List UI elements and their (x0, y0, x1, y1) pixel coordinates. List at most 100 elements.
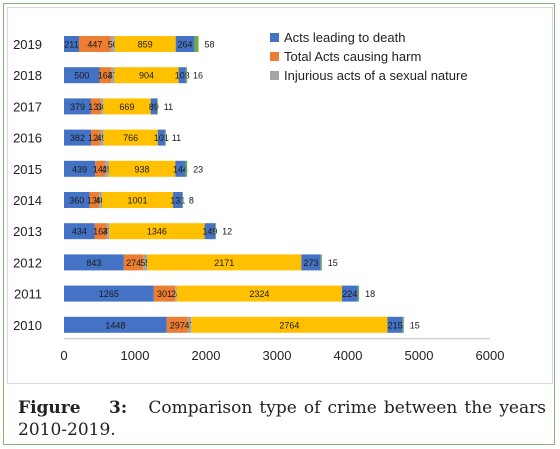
bar-segment-2012-3 (147, 254, 302, 271)
bar-segment-2014-1 (89, 192, 100, 208)
bar-segment-2017-2 (100, 98, 104, 115)
bar-segment-2015-5 (185, 160, 188, 177)
bar-segment-2019-3 (114, 36, 176, 52)
data-label-2012-3: 2171 (214, 258, 234, 268)
x-tick-label-2000: 2000 (192, 348, 221, 363)
bar-segment-2010-4 (387, 316, 403, 333)
bar-segment-2010-2 (187, 316, 192, 333)
category-label-2012: 2012 (13, 255, 42, 270)
category-label-2011: 2011 (14, 287, 42, 302)
category-label-2016: 2016 (13, 131, 42, 146)
bar-segment-2016-3 (103, 129, 158, 146)
bar-segment-2018-3 (114, 67, 179, 84)
data-label-2010-1: 297 (170, 320, 185, 330)
figure-label: Figure (18, 398, 81, 418)
bar-segment-2017-5 (157, 98, 158, 115)
data-label-2016-0: 382 (70, 133, 85, 143)
category-label-2013: 2013 (13, 224, 42, 239)
data-label-2016-4: 101 (154, 133, 169, 143)
data-label-2013-0: 434 (72, 227, 87, 237)
data-label-2019-2: 56 (108, 40, 118, 50)
data-label-2011-0: 1265 (99, 289, 119, 299)
bar-segment-2019-0 (64, 36, 79, 52)
bar-segment-2015-0 (64, 160, 96, 177)
bar-segment-2019-1 (78, 36, 111, 52)
category-label-2010: 2010 (13, 318, 42, 333)
bar-segment-2018-0 (64, 67, 100, 84)
bar-segment-2018-5 (185, 67, 188, 84)
data-label-2015-5: 23 (193, 164, 203, 174)
data-label-2017-5: 11 (164, 102, 173, 112)
x-tick-label-5000: 5000 (405, 348, 434, 363)
data-label-2019-0: 211 (64, 40, 78, 50)
bar-segment-2019-4 (175, 36, 195, 52)
data-label-2011-3: 2324 (249, 289, 269, 299)
x-tick-label-3000: 3000 (263, 348, 292, 363)
data-label-2019-4: 264 (178, 40, 193, 50)
data-label-2012-5: 15 (328, 258, 338, 268)
figure-caption-text: Comparison type of crime between the yea… (18, 398, 546, 440)
data-label-2017-3: 669 (119, 102, 134, 112)
legend-label-1: Total Acts causing harm (284, 49, 421, 64)
data-label-2015-0: 439 (72, 164, 87, 174)
data-label-2017-2: 36 (97, 102, 107, 112)
data-label-2012-2: 55 (140, 258, 150, 268)
bar-segment-2013-1 (94, 223, 107, 240)
data-label-2011-4: 224 (342, 289, 357, 299)
x-tick-label-0: 0 (60, 348, 67, 363)
category-label-2014: 2014 (13, 193, 42, 208)
data-label-2016-2: 49 (97, 133, 107, 143)
bar-segment-2010-3 (191, 316, 388, 333)
legend-swatch-2 (270, 71, 279, 80)
data-label-2010-4: 215 (388, 320, 403, 330)
data-label-2011-5: 18 (365, 289, 375, 299)
data-label-2015-3: 938 (135, 164, 150, 174)
data-label-2013-5: 12 (222, 227, 232, 237)
data-label-2019-5: 58 (205, 40, 215, 50)
data-label-2018-5: 16 (193, 71, 203, 81)
bar-segment-2016-4 (157, 129, 165, 146)
data-label-2018-0: 500 (74, 71, 89, 81)
bar-segment-2018-1 (99, 67, 112, 84)
data-label-2010-3: 2764 (279, 320, 299, 330)
data-label-2017-0: 379 (70, 102, 85, 112)
category-label-2019: 2019 (13, 37, 42, 52)
bar-segment-2012-5 (320, 254, 322, 271)
legend-label-0: Acts leading to death (284, 30, 405, 45)
data-label-2010-2: 47 (185, 320, 195, 330)
data-label-2012-0: 843 (86, 258, 101, 268)
bar-segment-2015-3 (108, 160, 176, 177)
data-label-2014-5: 8 (189, 196, 194, 206)
x-tick-label-4000: 4000 (334, 348, 363, 363)
bar-segment-2010-1 (166, 316, 188, 333)
bar-segment-2010-5 (402, 316, 404, 333)
bar-segment-2013-2 (106, 223, 110, 240)
data-label-2012-1: 274 (126, 258, 141, 268)
bar-segment-2013-4 (204, 223, 216, 240)
legend-swatch-0 (270, 33, 279, 42)
legend-swatch-1 (270, 52, 279, 61)
figure-number: 3: (108, 398, 128, 418)
bar-segment-2011-0 (64, 285, 154, 302)
bar-segment-2014-2 (99, 192, 102, 208)
data-label-2015-1: 142 (93, 164, 108, 174)
bar-segment-2016-0 (64, 129, 92, 146)
bar-segment-2010-0 (64, 316, 167, 333)
bar-segment-2015-1 (95, 160, 106, 177)
x-tick-label-1000: 1000 (121, 348, 150, 363)
bar-segment-2019-5 (194, 36, 199, 52)
chart-area: 2010 1448 297 47 2764 215 15 2011 1265 301 24 2324 2… (7, 7, 553, 384)
data-label-2011-2: 24 (171, 289, 181, 299)
bar-segment-2017-1 (90, 98, 101, 115)
bar-segment-2014-0 (64, 192, 90, 208)
figure-caption: Figure 3: Comparison type of crime betwe… (18, 397, 546, 441)
data-label-2013-2: 37 (103, 227, 113, 237)
data-label-2016-5: 11 (172, 133, 181, 143)
bar-segment-2012-4 (301, 254, 321, 271)
data-label-2019-1: 447 (87, 40, 102, 50)
bar-segment-2011-4 (341, 285, 358, 302)
bar-segment-2011-5 (357, 285, 360, 302)
category-label-2017: 2017 (13, 99, 42, 114)
data-label-2019-3: 859 (138, 40, 153, 50)
